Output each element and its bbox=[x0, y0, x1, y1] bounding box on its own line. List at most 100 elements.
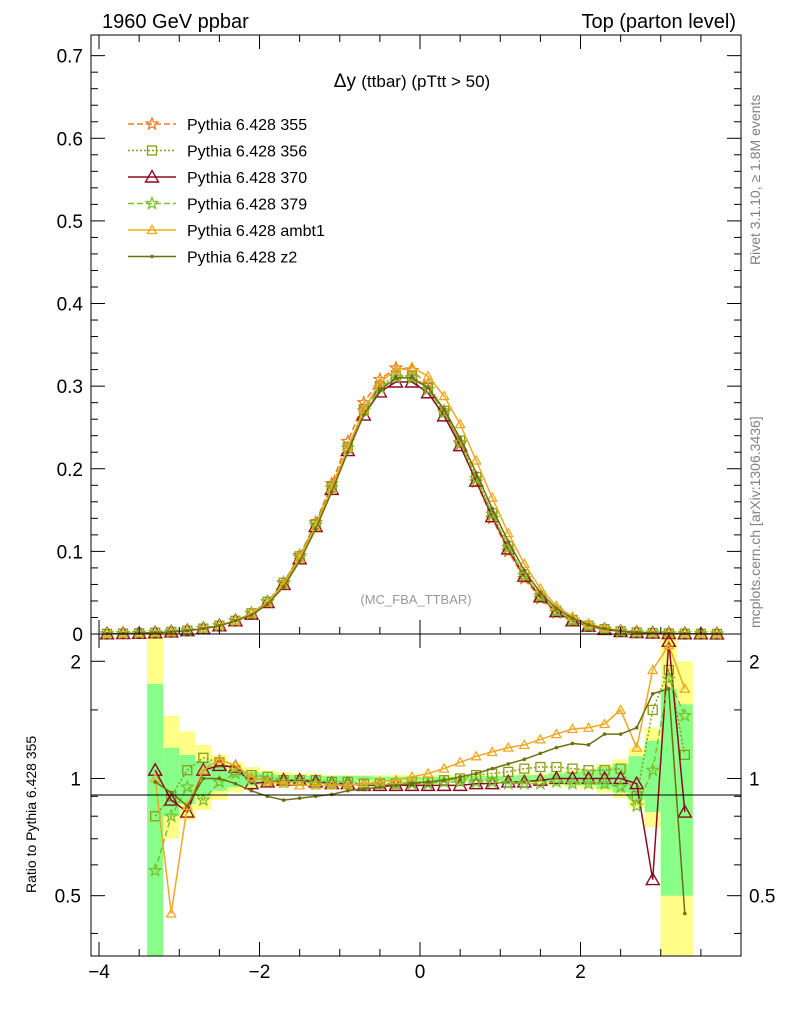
ratio-series-3-point bbox=[454, 756, 466, 767]
ratio-series-4-point bbox=[249, 788, 254, 793]
main-series-5-point bbox=[458, 436, 462, 440]
ratio-series-3-point bbox=[165, 907, 177, 918]
ratio-series-1-point bbox=[195, 762, 212, 776]
main-series-3-point bbox=[452, 434, 468, 449]
ratio-series-4-point bbox=[394, 783, 398, 788]
title-symbol: Δy bbox=[334, 71, 361, 92]
ratio-series-3-point bbox=[550, 728, 563, 739]
ratio-series-4-point bbox=[586, 743, 591, 747]
main-series-3-point bbox=[693, 626, 709, 641]
ratio-series-4-point bbox=[522, 757, 527, 762]
ratio-series-3-point bbox=[261, 776, 274, 787]
main-series-3-point bbox=[516, 567, 532, 582]
main-series-5-point bbox=[185, 628, 190, 633]
main-series-5-point bbox=[538, 590, 543, 595]
ratio-series-4-point bbox=[490, 766, 495, 771]
ratio-series-1-line bbox=[154, 641, 686, 880]
ratio-series-3-point bbox=[358, 777, 370, 788]
ratio-series-3-point bbox=[245, 770, 258, 781]
ratio-series-2-point bbox=[276, 774, 291, 789]
ratio-series-1-point bbox=[628, 775, 645, 790]
ratio-series-4-point bbox=[217, 776, 222, 781]
process-label: Top (parton level) bbox=[581, 11, 736, 33]
main-ytick-label: 0.6 bbox=[57, 129, 83, 150]
ratio-series-1-point bbox=[211, 757, 228, 772]
ratio-series-3-point bbox=[486, 746, 498, 757]
xtick-label: −2 bbox=[249, 962, 271, 983]
main-series-4-point bbox=[502, 527, 514, 538]
main-series-5-point bbox=[474, 471, 478, 475]
main-series-4-point bbox=[406, 361, 418, 372]
main-series-3-point bbox=[468, 470, 484, 485]
ratio-series-2-point bbox=[597, 775, 612, 790]
ratio-series-0-point bbox=[246, 769, 257, 781]
main-series-5-point bbox=[490, 506, 495, 511]
ratio-series-1-point bbox=[179, 804, 195, 818]
ratio-series-2-point bbox=[677, 707, 693, 722]
legend-label-4: Pythia 6.428 ambt1 bbox=[187, 223, 325, 240]
main-series-3-point bbox=[420, 381, 436, 396]
ratio-series-2-point bbox=[324, 775, 340, 790]
main-ytick-label: 0 bbox=[72, 625, 83, 646]
ratio-series-4-point bbox=[201, 776, 206, 781]
ratio-series-4-point bbox=[281, 798, 286, 802]
ratio-series-2-point bbox=[484, 774, 500, 789]
ratio-ytick-label-left: 2 bbox=[70, 652, 81, 673]
ratio-series-2-point bbox=[404, 775, 420, 790]
ratio-ytick-label-left: 0.5 bbox=[55, 887, 81, 908]
ratio-series-2-point bbox=[645, 762, 661, 777]
main-series-5-point bbox=[345, 450, 350, 455]
ratio-series-0-line bbox=[154, 667, 686, 817]
ratio-series-2-line bbox=[154, 676, 686, 871]
ratio-series-2-point bbox=[179, 779, 195, 794]
ratio-series-1-point bbox=[612, 770, 629, 785]
ratio-series-4-point bbox=[554, 745, 559, 750]
ratio-series-3-point bbox=[679, 682, 691, 693]
ratio-series-3-point bbox=[470, 750, 482, 761]
ratio-series-2-point bbox=[260, 772, 275, 787]
ratio-series-4-point bbox=[329, 792, 334, 797]
main-ytick-label: 0.2 bbox=[57, 460, 83, 481]
legend-label-3: Pythia 6.428 379 bbox=[187, 197, 307, 214]
main-series-5-point bbox=[410, 376, 414, 380]
ratio-series-2-point bbox=[613, 779, 628, 794]
ratio-series-4-point bbox=[153, 780, 157, 784]
ratio-series-0-point bbox=[182, 765, 193, 776]
ratio-series-0-point bbox=[519, 763, 530, 774]
main-series-5-point bbox=[201, 626, 206, 631]
legend-marker-4 bbox=[146, 224, 158, 235]
ratio-series-3-point bbox=[181, 800, 193, 811]
ratio-series-4-point bbox=[297, 796, 302, 800]
main-series-5-point bbox=[394, 376, 398, 380]
main-series-5-point bbox=[297, 559, 302, 564]
ratio-ytick-label-right: 1 bbox=[749, 769, 760, 790]
ratio-series-4-point bbox=[602, 732, 607, 736]
main-series-4-point bbox=[358, 403, 370, 414]
ratio-y-axis-label: Ratio to Pythia 6.428 355 bbox=[23, 736, 39, 893]
main-series-5-point bbox=[554, 606, 559, 611]
ratio-series-2-point bbox=[661, 671, 677, 686]
main-ytick-label: 0.4 bbox=[57, 295, 84, 316]
band-green-bin bbox=[676, 704, 693, 896]
main-series-5-point bbox=[522, 568, 527, 573]
ratio-series-0-point bbox=[679, 749, 690, 760]
ratio-series-2-point bbox=[516, 775, 532, 790]
ratio-series-3-point bbox=[277, 777, 290, 788]
ratio-series-0-point bbox=[535, 761, 546, 773]
band-green-bin bbox=[644, 740, 661, 813]
main-series-5-point bbox=[329, 490, 334, 494]
ratio-series-3-point bbox=[502, 741, 514, 752]
main-series-4-point bbox=[454, 418, 466, 429]
ratio-series-4-point bbox=[683, 911, 687, 916]
main-series-3-point bbox=[404, 370, 420, 385]
ratio-series-2-point bbox=[533, 775, 548, 790]
ratio-series-4-point bbox=[345, 788, 350, 793]
main-series-5-point bbox=[217, 623, 222, 628]
ratio-series-3-point bbox=[647, 664, 659, 675]
ratio-series-2-point bbox=[292, 774, 307, 789]
main-ytick-label: 0.1 bbox=[57, 542, 83, 563]
main-series-5-point bbox=[249, 613, 254, 617]
rivet-label: Rivet 3.1.10, ≥ 1.8M events bbox=[747, 95, 763, 265]
ratio-series-3-point bbox=[518, 739, 530, 750]
ratio-ytick-label-right: 0.5 bbox=[749, 887, 775, 908]
